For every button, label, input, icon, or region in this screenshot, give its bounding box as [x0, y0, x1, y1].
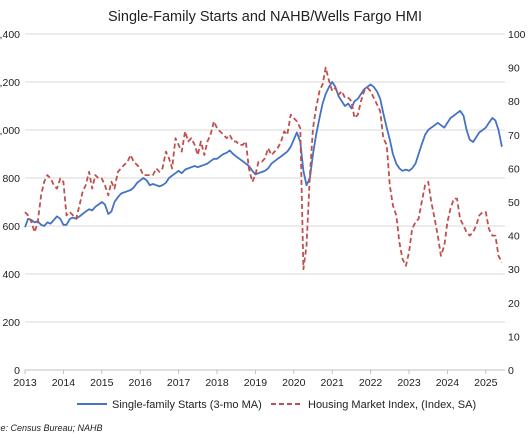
right-tick-label: 50: [508, 197, 520, 209]
x-tick-label: 2014: [52, 377, 76, 389]
right-tick-label: 100: [508, 29, 526, 41]
right-tick-label: 40: [508, 231, 520, 243]
x-tick-label: 2022: [359, 377, 383, 389]
grid: [25, 33, 505, 371]
left-tick-label: 400: [2, 269, 20, 281]
x-tick-label: 2024: [436, 377, 460, 389]
x-tick-label: 2020: [282, 377, 306, 389]
right-tick-label: 30: [508, 264, 520, 276]
right-tick-label: 60: [508, 163, 520, 175]
x-axis: 2013 2014 2015 2016 2017 2018 2019 2020 2021 2022…: [13, 369, 505, 389]
right-tick-label: 10: [508, 331, 520, 343]
x-tick-label: 2013: [13, 377, 37, 389]
left-tick-label: 800: [2, 173, 20, 185]
x-tick-label: 2016: [129, 377, 153, 389]
left-tick-label: 200: [2, 317, 20, 329]
legend-label-starts: Single-family Starts (3-mo MA): [112, 399, 262, 411]
x-tick-label: 2017: [167, 377, 191, 389]
left-tick-label: 1,200: [0, 77, 20, 89]
x-tick-label: 2018: [205, 377, 229, 389]
x-tick-label: 2015: [90, 377, 114, 389]
left-tick-label: 1,000: [0, 125, 20, 137]
source-note: Source: Census Bureau; NAHB: [0, 423, 103, 433]
left-tick-label: 0: [14, 365, 20, 377]
right-tick-label: 0: [508, 365, 514, 377]
series-line-starts: [24, 81, 503, 228]
series-line-hmi: [24, 66, 503, 271]
left-axis: 0 200 400 600 800 1,000 1,200 1,400: [0, 29, 20, 377]
x-tick-label: 2023: [397, 377, 421, 389]
right-axis: 0 10 20 30 40 50 60 70 80 90 100: [508, 29, 526, 377]
right-tick-label: 90: [508, 63, 520, 75]
series: [24, 66, 503, 271]
x-tick-label: 2019: [244, 377, 268, 389]
legend: Single-family Starts (3-mo MA) Housing M…: [77, 399, 476, 411]
left-tick-label: 600: [2, 221, 20, 233]
x-tick-label: 2025: [474, 377, 498, 389]
x-tick-label: 2021: [321, 377, 345, 389]
left-tick-label: 1,400: [0, 29, 20, 41]
right-tick-label: 20: [508, 298, 520, 310]
right-tick-label: 80: [508, 96, 520, 108]
right-tick-label: 70: [508, 130, 520, 142]
legend-label-hmi: Housing Market Index, (Index, SA): [308, 399, 476, 411]
chart-title: Single-Family Starts and NAHB/Wells Farg…: [108, 9, 422, 25]
